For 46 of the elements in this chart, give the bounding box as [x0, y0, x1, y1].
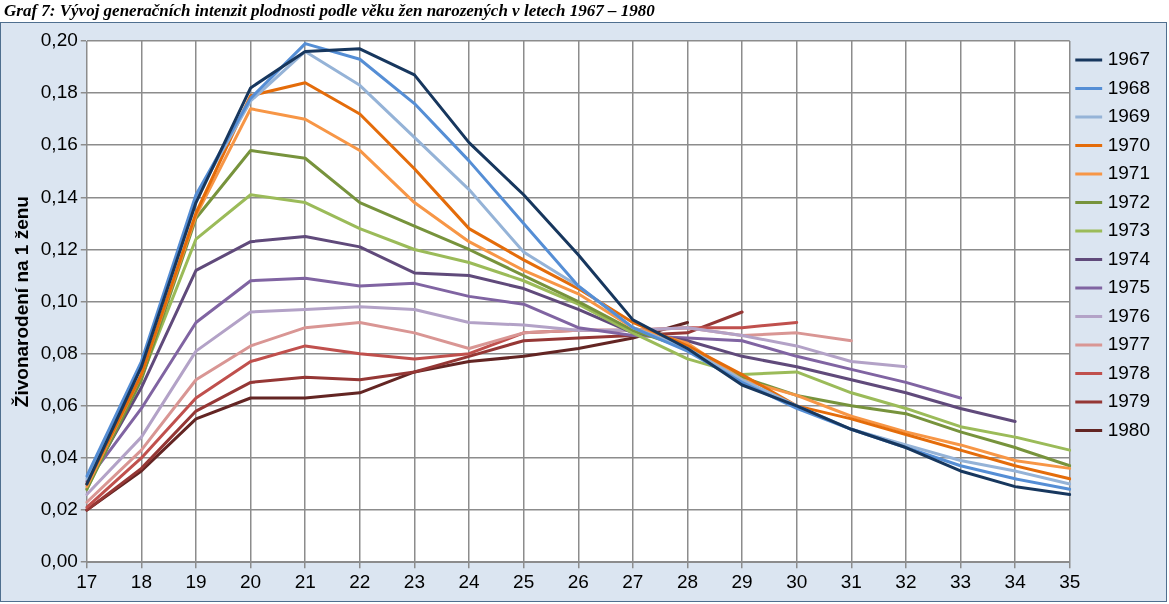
y-tick-label: 0,16	[40, 133, 78, 155]
y-tick-label: 0,14	[40, 185, 79, 207]
legend-label: 1969	[1107, 105, 1151, 127]
y-tick-label: 0,08	[40, 341, 78, 363]
y-tick-label: 0,06	[40, 394, 78, 416]
legend-label: 1973	[1107, 219, 1151, 241]
x-tick-label: 23	[403, 570, 425, 592]
x-tick-label: 35	[1059, 570, 1081, 592]
x-tick-label: 19	[185, 570, 207, 592]
x-tick-label: 33	[949, 570, 972, 592]
x-tick-label: 30	[786, 570, 808, 592]
legend-label: 1974	[1107, 247, 1151, 269]
legend-label: 1967	[1107, 48, 1151, 70]
x-tick-label: 22	[349, 570, 371, 592]
y-tick-label: 0,20	[40, 29, 78, 51]
y-tick-label: 0,04	[40, 446, 79, 468]
x-tick-label: 25	[513, 570, 535, 592]
y-tick-label: 0,10	[40, 289, 78, 311]
x-tick-label: 21	[294, 570, 316, 592]
legend-label: 1975	[1107, 276, 1151, 298]
legend-label: 1977	[1107, 333, 1151, 355]
x-tick-label: 28	[676, 570, 699, 592]
legend-label: 1976	[1107, 304, 1151, 326]
legend-label: 1972	[1107, 190, 1151, 212]
x-tick-label: 29	[731, 570, 753, 592]
legend-label: 1979	[1107, 390, 1151, 412]
x-tick-label: 32	[895, 570, 917, 592]
legend-label: 1971	[1107, 162, 1151, 184]
y-axis-title: Živonarodení na 1 ženu	[10, 196, 32, 408]
x-tick-label: 34	[1004, 570, 1027, 592]
x-tick-label: 17	[76, 570, 98, 592]
legend-label: 1970	[1107, 133, 1151, 155]
y-tick-label: 0,12	[40, 237, 78, 259]
y-tick-label: 0,18	[40, 81, 78, 103]
legend-label: 1968	[1107, 76, 1151, 98]
y-tick-label: 0,00	[40, 550, 78, 572]
x-tick-label: 31	[840, 570, 862, 592]
x-tick-label: 18	[130, 570, 152, 592]
legend-label: 1978	[1107, 361, 1151, 383]
y-tick-label: 0,02	[40, 498, 78, 520]
legend-label: 1980	[1107, 418, 1151, 440]
x-tick-label: 27	[622, 570, 644, 592]
x-tick-label: 26	[567, 570, 589, 592]
x-tick-label: 20	[240, 570, 262, 592]
chart-title: Graf 7: Vývoj generačních intenzit plodnosti podle věku žen narozených v letech 1967 – 1980	[3, 0, 656, 22]
x-tick-label: 24	[458, 570, 481, 592]
